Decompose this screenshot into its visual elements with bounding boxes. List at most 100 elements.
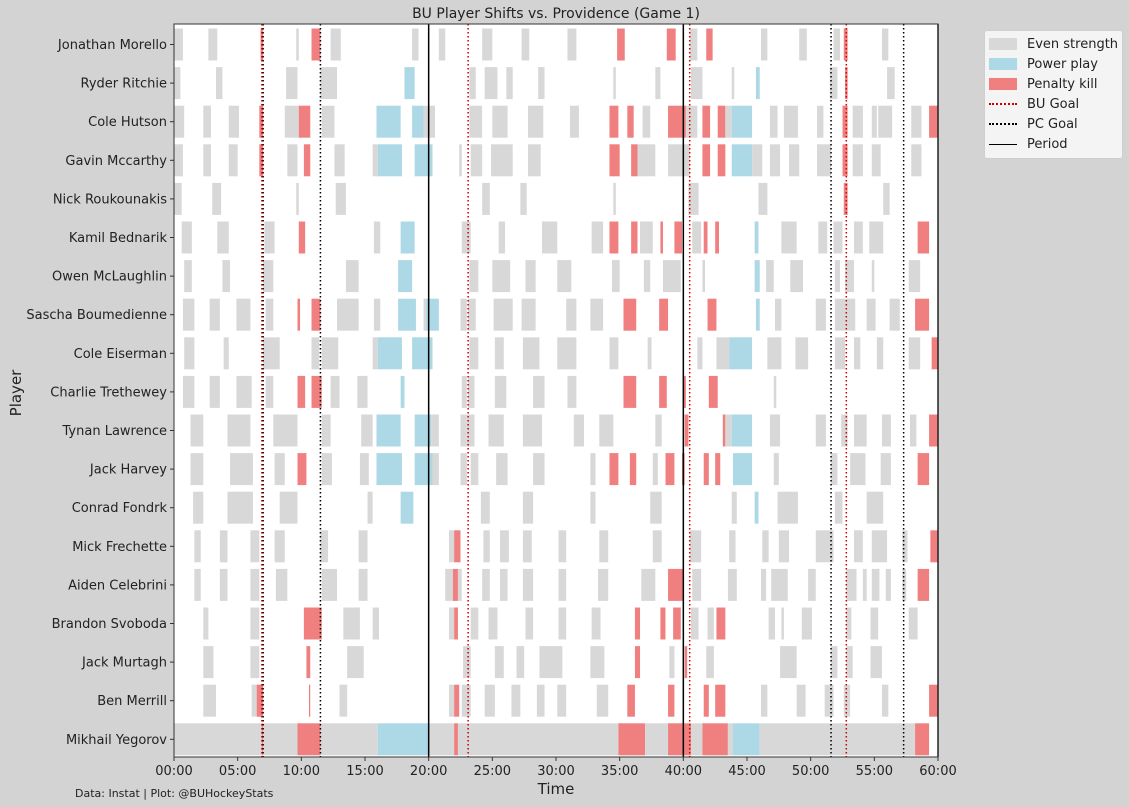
- shift-bar-jack-murtagh-even: [539, 646, 563, 679]
- shift-bar-jack-harvey-even: [496, 453, 508, 486]
- shift-bar-cole-eiserman-even: [372, 337, 378, 370]
- shift-bar-cole-hutson-even: [878, 105, 893, 138]
- shift-bar-jonathan-morello-even: [521, 28, 530, 61]
- shift-bar-kamil-bednarik-even: [692, 221, 702, 254]
- shift-bar-nick-roukounakis-even: [758, 182, 768, 215]
- shift-bar-cole-hutson-even: [469, 105, 483, 138]
- shift-bar-jack-harvey-pk: [629, 453, 637, 486]
- shift-bar-jack-harvey-pk: [703, 453, 709, 486]
- shift-bar-gavin-mccarthy-even: [334, 144, 345, 177]
- shift-bar-jonathan-morello-even: [761, 28, 768, 61]
- shift-bar-cole-hutson-even: [570, 105, 579, 138]
- shift-bar-gavin-mccarthy-even: [287, 144, 298, 177]
- y-tick-label-aiden-celebrini: Aiden Celebrini: [68, 578, 167, 593]
- shift-bar-jack-harvey-pp: [376, 453, 402, 486]
- shift-bar-nick-roukounakis-even: [482, 182, 490, 215]
- shift-bar-owen-mclaughlin-even: [525, 260, 536, 293]
- shift-bar-gavin-mccarthy-even: [871, 144, 881, 177]
- shift-bar-brandon-svoboda-even: [558, 607, 567, 640]
- y-tick-label-conrad-fondrk: Conrad Fondrk: [72, 501, 168, 516]
- shift-bar-gavin-mccarthy-even: [491, 144, 513, 177]
- shift-bar-brandon-svoboda-even: [525, 607, 534, 640]
- shift-bar-sascha-boumedienne-pk: [297, 298, 301, 331]
- shift-bar-gavin-mccarthy-pp: [377, 144, 402, 177]
- shift-bar-tynan-lawrence-even: [522, 414, 542, 447]
- shift-bar-sascha-boumedienne-even: [236, 298, 251, 331]
- shift-bar-aiden-celebrini-pk: [917, 568, 930, 601]
- shift-bar-charlie-trethewey-even: [236, 375, 252, 408]
- shift-bar-aiden-celebrini-pk: [452, 568, 458, 601]
- shift-bar-sascha-boumedienne-even: [889, 298, 900, 331]
- shift-bar-jonathan-morello-even: [799, 28, 807, 61]
- shift-bar-cole-eiserman-even: [908, 337, 921, 370]
- shift-bar-brandon-svoboda-even: [250, 607, 260, 640]
- shift-bar-cole-hutson-even: [321, 105, 335, 138]
- shift-bar-cole-eiserman-even: [716, 337, 730, 370]
- shift-bar-cole-eiserman-even: [321, 337, 339, 370]
- shift-bar-mick-frechette-pk: [454, 530, 461, 563]
- shift-bar-mikhail-yegorov-even: [320, 723, 378, 756]
- shift-bar-sascha-boumedienne-even: [182, 298, 195, 331]
- shift-bar-jonathan-morello-even: [833, 28, 840, 61]
- shift-bar-aiden-celebrini-even: [250, 568, 260, 601]
- shift-bar-owen-mclaughlin-even: [184, 260, 192, 293]
- y-tick-label-jonathan-morello: Jonathan Morello: [57, 38, 167, 53]
- shift-bar-conrad-fondrk-even: [834, 491, 843, 524]
- shift-bar-cole-hutson-even: [642, 105, 651, 138]
- shift-bar-jack-murtagh-even: [846, 646, 853, 679]
- shift-bar-aiden-celebrini-even: [771, 568, 788, 601]
- shift-bar-cole-hutson-pk: [929, 105, 938, 138]
- x-tick-label: 35:00: [601, 764, 638, 779]
- shift-bar-ben-merrill-even: [881, 684, 889, 717]
- shift-bar-owen-mclaughlin-even: [871, 260, 875, 293]
- shift-bar-jack-murtagh-even: [203, 646, 214, 679]
- shift-bar-charlie-trethewey-even: [330, 375, 340, 408]
- shift-bar-jack-harvey-pk: [917, 453, 930, 486]
- shift-bar-gavin-mccarthy-pk: [717, 144, 726, 177]
- shift-bar-ben-merrill-even: [536, 684, 545, 717]
- legend-item-even: Even strength: [985, 34, 1122, 54]
- shift-bar-aiden-celebrini-even: [641, 568, 656, 601]
- shift-bar-jack-harvey-even: [533, 453, 545, 486]
- shift-bar-cole-eiserman-pp: [377, 337, 402, 370]
- x-tick-label: 10:00: [283, 764, 320, 779]
- y-tick-label-cole-eiserman: Cole Eiserman: [74, 347, 167, 362]
- shift-bar-gavin-mccarthy-even: [637, 144, 656, 177]
- shift-bar-cole-eiserman-pk: [931, 337, 938, 370]
- shift-bar-nick-roukounakis-even: [613, 182, 616, 215]
- shift-bar-cole-eiserman-even: [767, 337, 782, 370]
- shift-bar-conrad-fondrk-even: [731, 491, 737, 524]
- shift-bar-mikhail-yegorov-even: [690, 723, 703, 756]
- shift-bar-nick-roukounakis-even: [174, 182, 182, 215]
- shift-bar-aiden-celebrini-even: [482, 568, 490, 601]
- shift-bar-jack-murtagh-even: [706, 646, 714, 679]
- shift-bar-mick-frechette-even: [499, 530, 509, 563]
- shift-bars: [174, 28, 938, 756]
- shift-bar-sascha-boumedienne-pk: [623, 298, 637, 331]
- shift-bar-ben-merrill-even: [484, 684, 495, 717]
- shift-bar-aiden-celebrini-even: [358, 568, 368, 601]
- shift-bar-jack-harvey-even: [460, 453, 467, 486]
- shift-bar-kamil-bednarik-even: [781, 221, 797, 254]
- x-tick-label: 00:00: [155, 764, 192, 779]
- shift-bar-jack-murtagh-even: [463, 646, 471, 679]
- shift-bar-cole-eiserman-even: [263, 337, 280, 370]
- x-tick-label: 30:00: [537, 764, 574, 779]
- shift-bar-gavin-mccarthy-even: [203, 144, 211, 177]
- shift-bar-jack-harvey-even: [880, 453, 891, 486]
- shift-bar-jonathan-morello-even: [208, 28, 218, 61]
- shift-bar-charlie-trethewey-even: [461, 375, 467, 408]
- shift-bar-jack-harvey-even: [590, 453, 596, 486]
- shift-bar-ben-merrill-even: [461, 684, 471, 717]
- shift-bar-ben-merrill-pk: [454, 684, 460, 717]
- shift-bar-gavin-mccarthy-even: [789, 144, 800, 177]
- shift-bar-brandon-svoboda-even: [690, 607, 699, 640]
- shift-bar-charlie-trethewey-even: [209, 375, 220, 408]
- shift-bar-cole-hutson-pp: [376, 105, 401, 138]
- shift-bar-aiden-celebrini-even: [692, 568, 702, 601]
- shift-bar-conrad-fondrk-even: [279, 491, 298, 524]
- shift-bar-cole-hutson-pk: [627, 105, 634, 138]
- shift-bar-jack-murtagh-pk: [684, 646, 688, 679]
- shift-bar-jack-harvey-even: [850, 453, 866, 486]
- shift-bar-tynan-lawrence-pk: [722, 414, 726, 447]
